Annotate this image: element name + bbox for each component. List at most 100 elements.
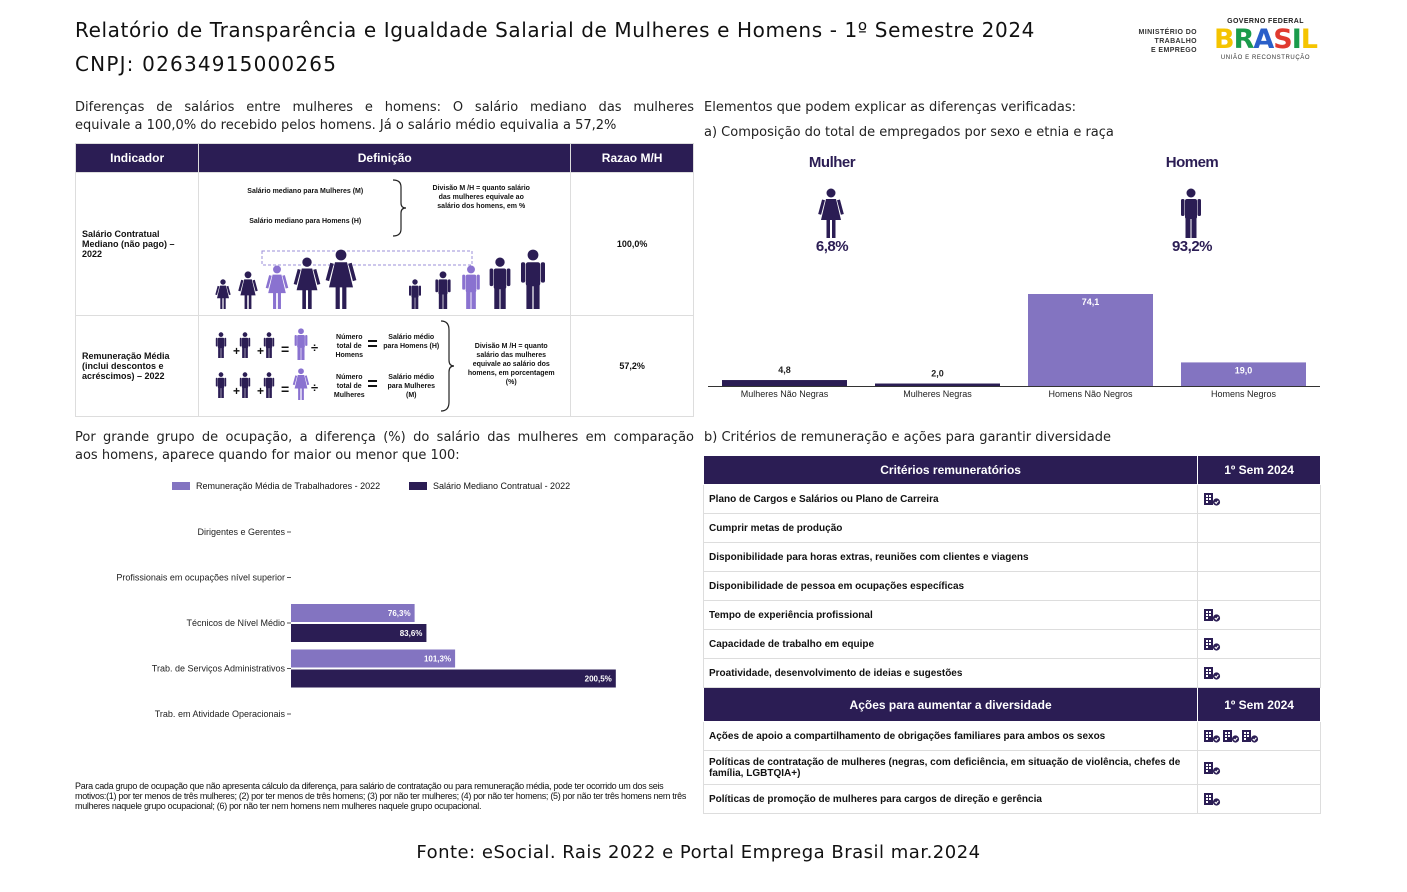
criteria-row: Plano de Cargos e Salários ou Plano de C… <box>702 484 1321 514</box>
women-percent: 6,8% <box>815 238 849 255</box>
plus-icon: + <box>233 384 240 398</box>
highlight-frame <box>261 250 473 266</box>
criteria-subheading: b) Critérios de remuneração e ações para… <box>704 430 1111 445</box>
criteria-label: Disponibilidade para horas extras, reuni… <box>702 542 1199 572</box>
criteria-row: Cumprir metas de produção <box>702 513 1321 543</box>
criteria-row: Disponibilidade para horas extras, reuni… <box>702 542 1321 572</box>
man-icon <box>435 271 451 309</box>
action-row: Políticas de promoção de mulheres para c… <box>702 784 1321 814</box>
divide-icon: ÷ <box>311 380 318 395</box>
man-icon <box>462 265 481 309</box>
occupation-bar-value: 101,3% <box>424 655 451 664</box>
woman-icon <box>215 279 231 309</box>
woman-icon <box>293 368 310 400</box>
logo-letter: I <box>1291 24 1302 55</box>
criteria-row: Proatividade, desenvolvimento de ideias … <box>702 658 1321 688</box>
composition-bar <box>722 380 847 386</box>
occupation-bar-value: 200,5% <box>585 675 612 684</box>
logo-letter: A <box>1253 24 1274 55</box>
woman-icon <box>293 257 321 309</box>
criteria-status <box>1197 629 1321 659</box>
avg-women-text: Salário médio para Mulheres (M) <box>387 374 435 399</box>
man-icon <box>521 249 546 309</box>
equals-icon: = <box>367 374 378 394</box>
criteria-label: Cumprir metas de produção <box>702 513 1199 543</box>
occupation-bar-value: 83,6% <box>400 629 423 638</box>
action-row: Ações de apoio a compartilhamento de obr… <box>702 721 1321 751</box>
occupation-intro-line: aos homens, aparece quando for maior ou … <box>75 448 460 463</box>
criteria-label: Ações de apoio a compartilhamento de obr… <box>702 721 1199 751</box>
composition-bar <box>875 383 1000 386</box>
plus-icon: + <box>257 384 264 398</box>
criteria-status <box>1197 784 1321 814</box>
bracket-icon <box>441 320 455 412</box>
criteria-row: Capacidade de trabalho em equipe <box>702 629 1321 659</box>
man-icon <box>264 372 275 398</box>
equals-icon: = <box>281 381 289 397</box>
woman-icon <box>238 271 258 309</box>
occupation-category-label: Profissionais em ocupações nível superio… <box>116 573 285 583</box>
indicator-average: Remuneração Média (inclui descontos e ac… <box>74 315 200 417</box>
criteria-table: Critérios remuneratórios 1º Sem 2024 Pla… <box>702 455 1321 814</box>
logo-letter: L <box>1300 24 1318 55</box>
legend-swatch <box>172 482 190 490</box>
salary-difference-intro: Diferenças de salários entre mulheres e … <box>75 99 694 135</box>
total-men-text: Número total de Homens <box>335 334 364 359</box>
logo-letter: R <box>1233 24 1255 55</box>
criteria-label: Políticas de contratação de mulheres (ne… <box>702 750 1199 785</box>
legend-label: Remuneração Média de Trabalhadores - 202… <box>196 481 381 491</box>
women-label: Mulher <box>808 154 856 171</box>
intro-line: Diferenças de salários entre mulheres e … <box>75 100 694 115</box>
avg-men-text: Salário médio para Homens (H) <box>383 334 440 350</box>
action-row: Políticas de contratação de mulheres (ne… <box>702 750 1321 785</box>
median-men-text: Salário mediano para Homens (H) <box>249 218 362 225</box>
cnpj: CNPJ: 02634915000265 <box>75 52 338 76</box>
equals-icon: = <box>281 341 289 357</box>
building-check-icon <box>1203 761 1222 775</box>
ministry-label: MINISTÉRIO DO TRABALHO E EMPREGO <box>1122 28 1197 55</box>
man-icon <box>240 372 251 398</box>
indicator-median: Salário Contratual Mediano (não pago) – … <box>74 172 200 316</box>
plus-icon: + <box>233 344 240 358</box>
building-check-icon <box>1203 793 1222 806</box>
col-header-definition: Definição <box>198 143 572 173</box>
bracket-icon <box>393 179 407 237</box>
ministry-line: MINISTÉRIO DO <box>1138 29 1197 36</box>
divide-icon: ÷ <box>311 340 318 355</box>
legend-item-salario: Salário Mediano Contratual - 2022 <box>409 481 570 491</box>
criteria-status <box>1197 542 1321 572</box>
equals-icon: = <box>367 334 378 354</box>
occupation-category-label: Técnicos de Nível Médio <box>186 618 285 628</box>
occupation-bar-value: 76,3% <box>388 609 411 618</box>
occupation-intro: Por grande grupo de ocupação, a diferenç… <box>75 429 694 465</box>
men-percent: 93,2% <box>1171 238 1213 255</box>
ministry-line: E EMPREGO <box>1151 47 1197 54</box>
woman-icon <box>325 249 357 309</box>
source-note: Fonte: eSocial. Rais 2022 e Portal Empre… <box>416 842 981 863</box>
logo-top-text: GOVERNO FEDERAL <box>1227 18 1304 25</box>
building-check-icon <box>1203 667 1222 680</box>
occupation-bar <box>291 669 616 688</box>
criteria-status <box>1197 484 1321 514</box>
occupation-category-label: Trab. em Atividade Operacionais <box>155 709 286 719</box>
category-label: Homens Não Negros <box>1048 389 1133 399</box>
man-icon <box>1181 188 1201 238</box>
man-icon <box>216 372 227 398</box>
logo-letter: S <box>1273 24 1292 55</box>
period-header: 1º Sem 2024 <box>1197 455 1321 485</box>
bar-value-label: 19,0 <box>1235 365 1253 375</box>
people-figures <box>215 249 546 309</box>
men-label: Homem <box>1165 154 1219 171</box>
occupation-bar <box>291 604 415 622</box>
occupation-intro-line: Por grande grupo de ocupação, a diferenç… <box>75 430 694 445</box>
col-header-ratio: Razao M/H <box>570 143 694 173</box>
category-label: Mulheres Não Negras <box>741 389 829 399</box>
criteria-row: Tempo de experiência profissional <box>702 600 1321 630</box>
criteria-status <box>1197 513 1321 543</box>
elements-heading: Elementos que podem explicar as diferenç… <box>704 100 1077 115</box>
composition-bar-chart: 4,8 Mulheres Não Negras 2,0 Mulheres Negras… <box>708 280 1320 405</box>
man-icon <box>294 328 308 360</box>
col-header-indicator: Indicador <box>74 143 200 173</box>
division-pct-text: Divisão M /H = quanto salário das mulher… <box>467 343 555 386</box>
